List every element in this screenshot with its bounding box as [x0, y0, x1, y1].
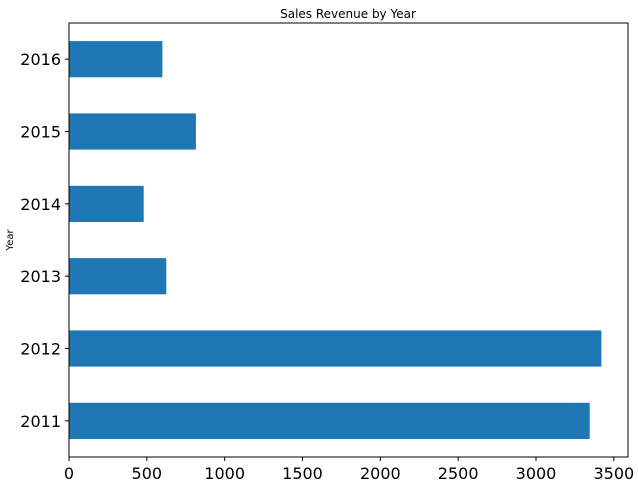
x-tick-label-2500: 2500	[438, 464, 479, 483]
y-tick-label-2014: 2014	[20, 195, 61, 214]
x-tick-label-0: 0	[64, 464, 74, 483]
chart-title: Sales Revenue by Year	[280, 7, 416, 21]
y-tick-label-2016: 2016	[20, 50, 61, 69]
bars-group	[69, 41, 602, 439]
plot-area-frame	[68, 22, 629, 458]
y-tick-label-2011: 2011	[20, 412, 61, 431]
x-tick-label-1500: 1500	[282, 464, 323, 483]
y-tick-label-2015: 2015	[20, 123, 61, 142]
y-tick-label-2012: 2012	[20, 340, 61, 359]
bar-2013	[69, 258, 167, 295]
x-tick-label-2000: 2000	[360, 464, 401, 483]
bar-2014	[69, 185, 144, 222]
x-tick-label-500: 500	[132, 464, 163, 483]
bar-2012	[69, 330, 602, 367]
bar-2011	[69, 402, 590, 439]
y-ticks-group: 2011 2012 2013 2014 2015 2016	[20, 50, 69, 431]
y-axis-label: Year	[5, 229, 16, 252]
bar-2015	[69, 113, 196, 150]
x-tick-label-1000: 1000	[204, 464, 245, 483]
x-tick-label-3500: 3500	[593, 464, 634, 483]
x-tick-label-3000: 3000	[516, 464, 557, 483]
x-ticks-group: 0 500 1000 1500 2000 2500 3000 3500	[64, 457, 634, 483]
bar-2016	[69, 41, 163, 78]
y-tick-label-2013: 2013	[20, 267, 61, 286]
